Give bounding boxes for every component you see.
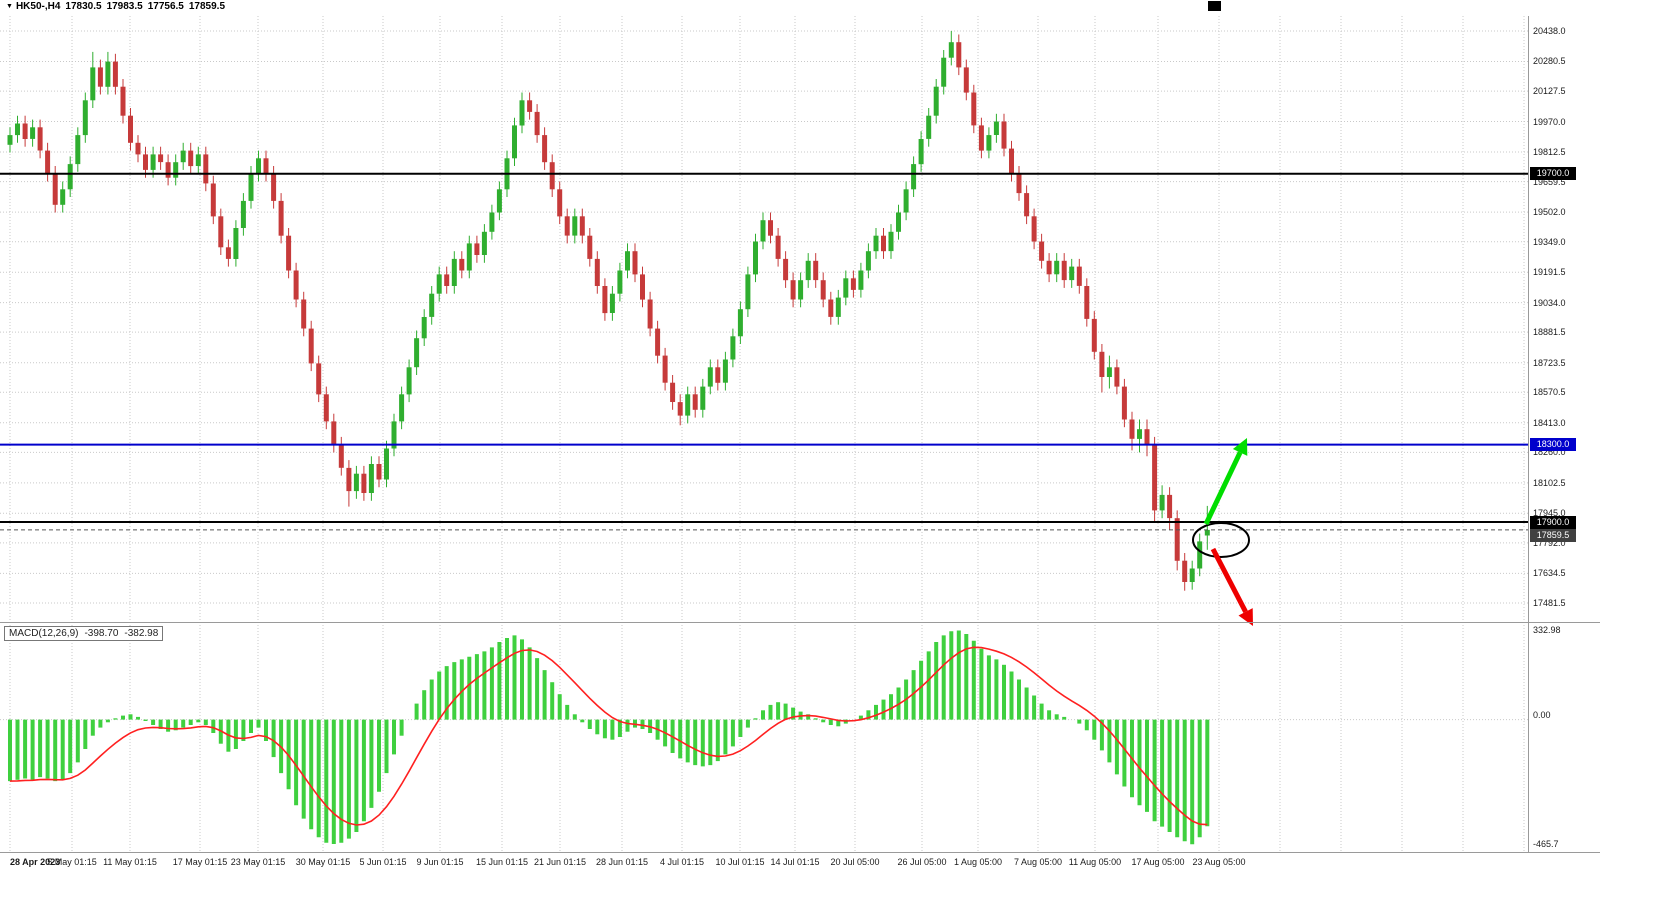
highlight-ellipse[interactable] — [1192, 522, 1250, 558]
macd-signal-line — [9, 646, 1208, 826]
price-tick-label: 19970.0 — [1533, 117, 1566, 127]
time-tick-label: 4 Jul 01:15 — [659, 857, 705, 867]
time-axis-separator — [0, 852, 1600, 853]
open-value: 17830.5 — [65, 1, 102, 12]
time-tick-label: 14 Jul 01:15 — [770, 857, 820, 867]
dropdown-triangle-icon[interactable]: ▼ — [6, 3, 13, 10]
time-tick-label: 17 May 01:15 — [172, 857, 228, 867]
time-tick-label: 23 Aug 05:00 — [1192, 857, 1246, 867]
symbol-timeframe: HK50-,H4 — [15, 1, 61, 12]
candlestick-series — [7, 31, 1210, 591]
macd-main-value: -398.70 — [84, 628, 119, 639]
macd-label: MACD(12,26,9) — [9, 628, 79, 639]
price-tick-label: 19191.5 — [1533, 267, 1566, 277]
bearish-arrow-icon[interactable] — [1210, 547, 1253, 626]
macd-indicator-caption: MACD(12,26,9) -398.70 -382.98 — [4, 626, 164, 641]
time-tick-label: 11 Aug 05:00 — [1068, 857, 1122, 867]
high-value: 17983.5 — [106, 1, 143, 12]
time-tick-label: 1 Aug 05:00 — [953, 857, 1003, 867]
macd-scale-zero: 0.00 — [1533, 710, 1551, 720]
time-tick-label: 5 May 01:15 — [47, 857, 97, 867]
price-tick-label: 19349.0 — [1533, 237, 1566, 247]
price-tick-label: 18413.0 — [1533, 418, 1566, 428]
macd-signal-value: -382.98 — [124, 628, 159, 639]
time-tick-label: 30 May 01:15 — [295, 857, 351, 867]
current-price-axis-label: 17859.5 — [1530, 529, 1576, 542]
price-tick-label: 18723.5 — [1533, 358, 1566, 368]
price-tick-label: 19502.0 — [1533, 207, 1566, 217]
chart-shift-marker[interactable] — [1208, 1, 1221, 11]
time-tick-label: 5 Jun 01:15 — [359, 857, 407, 867]
price-axis-border — [1528, 16, 1529, 852]
macd-histogram — [8, 630, 1210, 845]
symbol-ohlc-line: ▼ HK50-,H4 17830.5 17983.5 17756.5 17859.5 — [6, 1, 225, 12]
macd-scale-min: -465.7 — [1533, 839, 1559, 849]
price-tick-label: 17792.0 — [1533, 538, 1566, 548]
price-tick-label: 19812.5 — [1533, 147, 1566, 157]
time-tick-label: 7 Aug 05:00 — [1013, 857, 1063, 867]
time-tick-label: 9 Jun 01:15 — [416, 857, 464, 867]
time-tick-label: 26 Jul 05:00 — [897, 857, 947, 867]
price-tick-label: 18102.5 — [1533, 478, 1566, 488]
time-tick-label: 20 Jul 05:00 — [830, 857, 880, 867]
price-tick-label: 18260.0 — [1533, 447, 1566, 457]
price-tick-label: 20127.5 — [1533, 86, 1566, 96]
panel-separator[interactable] — [0, 622, 1600, 623]
price-tick-label: 19659.5 — [1533, 177, 1566, 187]
time-tick-label: 17 Aug 05:00 — [1131, 857, 1185, 867]
chart-annotations[interactable] — [1192, 438, 1253, 626]
price-tick-label: 19034.0 — [1533, 298, 1566, 308]
price-tick-label: 17481.5 — [1533, 598, 1566, 608]
time-tick-label: 28 Jun 01:15 — [595, 857, 649, 867]
price-line-axis-label: 19700.0 — [1530, 167, 1576, 180]
price-tick-label: 18570.5 — [1533, 387, 1566, 397]
price-tick-label: 20438.0 — [1533, 26, 1566, 36]
time-tick-label: 15 Jun 01:15 — [475, 857, 529, 867]
chart-header-bar: ▼ HK50-,H4 17830.5 17983.5 17756.5 17859.5 — [0, 0, 1675, 16]
time-tick-label: 10 Jul 01:15 — [715, 857, 765, 867]
time-tick-label: 23 May 01:15 — [230, 857, 286, 867]
price-tick-label: 17945.0 — [1533, 508, 1566, 518]
macd-scale-max: 332.98 — [1533, 625, 1561, 635]
low-value: 17756.5 — [147, 1, 184, 12]
bullish-arrow-icon[interactable] — [1203, 438, 1248, 526]
price-line-axis-label: 18300.0 — [1530, 438, 1576, 451]
price-line-axis-label: 17900.0 — [1530, 516, 1576, 529]
time-tick-label: 21 Jun 01:15 — [533, 857, 587, 867]
price-tick-label: 17634.5 — [1533, 568, 1566, 578]
time-tick-label: 11 May 01:15 — [103, 857, 157, 867]
price-tick-label: 18881.5 — [1533, 327, 1566, 337]
price-tick-label: 20280.5 — [1533, 56, 1566, 66]
time-tick-label: 28 Apr 2023 — [10, 857, 61, 867]
close-value: 17859.5 — [188, 1, 226, 12]
